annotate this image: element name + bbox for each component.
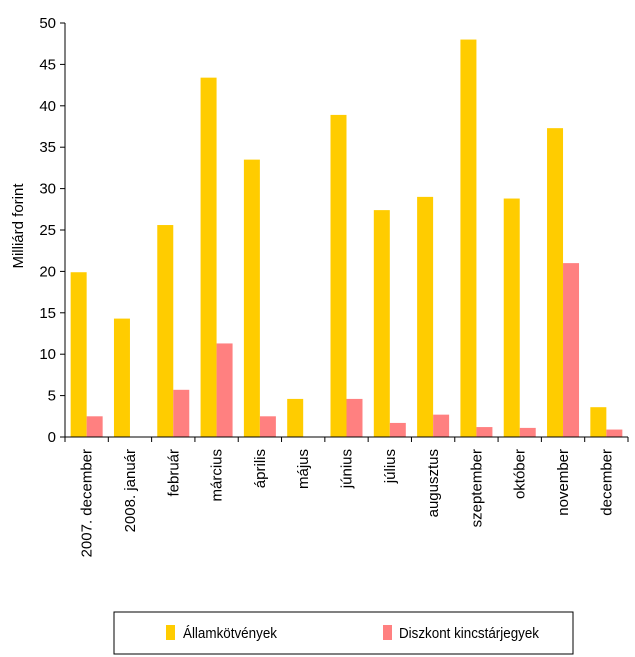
bar-allamkotvenyek-junius [330,114,347,438]
bar-allamkotvenyek-szeptember [460,39,477,438]
bar-allamkotvenyek-2008-januar [113,318,130,437]
legend: Államkötvények Diszkont kincstárjegyek [113,611,574,655]
bar-diszkont-kincstarjegyek-julius [389,422,406,437]
legend-label-diszkont-kincstarjegyek: Diszkont kincstárjegyek [399,625,539,642]
x-tick-label-2008-januar: 2008. január [122,449,139,532]
bar-diszkont-kincstarjegyek-oktober [519,427,536,437]
bar-diszkont-kincstarjegyek-november [563,263,580,437]
bar-diszkont-kincstarjegyek-szeptember [476,427,493,437]
bar-allamkotvenyek-aprilis [243,159,260,437]
y-tick-label: 20 [39,263,56,280]
x-tick-label-szeptember: szeptember [468,449,485,527]
bar-diszkont-kincstarjegyek-december [606,429,623,437]
y-tick-label: 35 [39,139,56,156]
bar-allamkotvenyek-november [547,128,564,437]
bar-allamkotvenyek-december [590,407,607,437]
x-tick-label-oktober: október [512,449,529,499]
bar-allamkotvenyek-februar [157,225,174,437]
legend-label-allamkotvenyek: Államkötvények [183,625,277,642]
bar-diszkont-kincstarjegyek-augusztus [433,414,450,437]
x-tick-label-december: december [598,449,615,516]
bar-allamkotvenyek-augusztus [417,196,434,437]
legend-swatch-diszkont-kincstarjegyek [383,625,392,640]
y-tick-label: 15 [39,305,56,322]
axes [64,23,629,442]
y-tick-label: 45 [39,56,56,73]
x-axis-labels: 2007. december 2008. január február március… [79,449,616,557]
y-tick-label: 0 [48,429,56,446]
bar-allamkotvenyek-marcius [200,77,217,437]
x-tick-label-augusztus: augusztus [425,449,442,517]
y-axis-title: Milliárd forint [10,183,27,269]
x-tick-label-majus: május [295,449,312,489]
bar-allamkotvenyek-majus [287,398,304,437]
bar-allamkotvenyek-2007-december [70,272,87,437]
bar-allamkotvenyek-julius [373,210,390,437]
bar-diszkont-kincstarjegyek-februar [173,389,190,437]
x-tick-label-marcius: március [209,449,226,502]
y-tick-label: 5 [48,388,56,405]
bars [70,39,623,438]
y-tick-label: 25 [39,222,56,239]
x-tick-label-julius: július [382,449,399,484]
x-tick-label-2007-december: 2007. december [79,449,96,557]
x-tick-label-junius: június [339,449,356,489]
bar-diszkont-kincstarjegyek-junius [346,398,363,437]
legend-swatch-allamkotvenyek [166,625,175,640]
bar-diszkont-kincstarjegyek-marcius [216,343,233,437]
y-tick-label: 50 [39,15,56,32]
bar-diszkont-kincstarjegyek-aprilis [259,416,276,437]
legend-frame [113,611,574,655]
y-axis-ticks: 0 5 10 15 20 25 30 35 40 45 50 [39,15,65,446]
y-tick-label: 40 [39,98,56,115]
x-tick-label-aprilis: április [252,449,269,488]
bar-allamkotvenyek-oktober [503,198,520,437]
y-tick-label: 10 [39,346,56,363]
x-tick-label-februar: február [165,449,182,497]
bar-diszkont-kincstarjegyek-2007-december [86,416,103,437]
y-tick-label: 30 [39,181,56,198]
x-tick-label-november: november [555,449,572,516]
